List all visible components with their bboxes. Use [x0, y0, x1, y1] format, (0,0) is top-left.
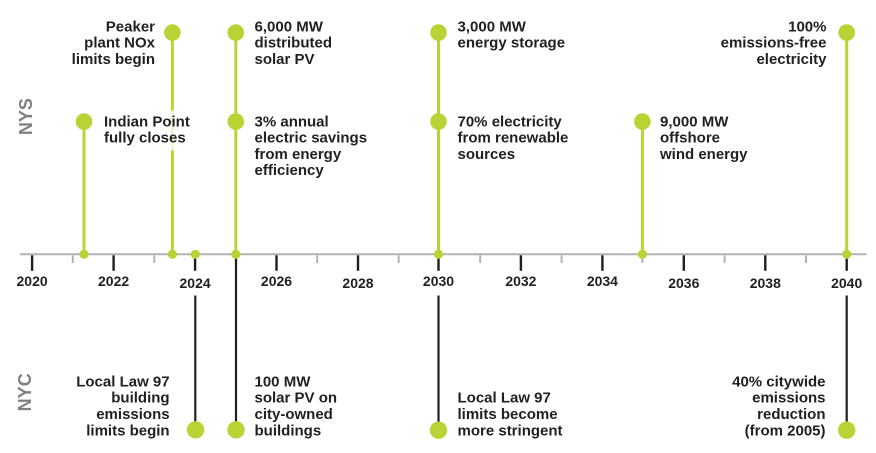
svg-text:2036: 2036 — [668, 275, 699, 291]
svg-text:limits begin: limits begin — [72, 51, 155, 68]
svg-text:9,000 MW: 9,000 MW — [660, 114, 729, 131]
svg-text:Local Law 97: Local Law 97 — [458, 390, 551, 407]
svg-text:2032: 2032 — [505, 273, 536, 289]
svg-text:6,000 MW: 6,000 MW — [255, 19, 324, 36]
svg-text:3% annual: 3% annual — [255, 114, 329, 131]
svg-text:NYC: NYC — [15, 373, 35, 411]
svg-text:solar PV on: solar PV on — [255, 390, 338, 407]
svg-text:2028: 2028 — [342, 275, 373, 291]
svg-text:70% electricity: 70% electricity — [458, 114, 563, 131]
svg-text:2034: 2034 — [587, 273, 618, 289]
svg-text:Local Law 97: Local Law 97 — [76, 373, 169, 390]
svg-text:city-owned: city-owned — [255, 406, 333, 423]
svg-text:efficiency: efficiency — [255, 162, 325, 179]
svg-text:2022: 2022 — [98, 273, 129, 289]
svg-text:emissions: emissions — [752, 390, 825, 407]
svg-text:NYS: NYS — [16, 98, 36, 135]
svg-text:2024: 2024 — [180, 275, 211, 291]
svg-text:2026: 2026 — [261, 273, 292, 289]
svg-text:(from 2005): (from 2005) — [745, 422, 826, 439]
svg-text:solar PV: solar PV — [255, 51, 315, 68]
svg-text:3,000 MW: 3,000 MW — [458, 19, 527, 36]
svg-text:limits begin: limits begin — [86, 422, 169, 439]
svg-text:offshore: offshore — [660, 130, 720, 147]
svg-text:Peaker: Peaker — [106, 19, 155, 36]
svg-text:from renewable: from renewable — [458, 130, 569, 147]
svg-text:100 MW: 100 MW — [255, 373, 312, 390]
svg-text:40% citywide: 40% citywide — [732, 373, 825, 390]
svg-text:2030: 2030 — [423, 273, 454, 289]
svg-text:energy storage: energy storage — [458, 35, 566, 52]
svg-text:plant NOx: plant NOx — [84, 35, 155, 52]
svg-text:more stringent: more stringent — [458, 422, 563, 439]
svg-text:100%: 100% — [788, 19, 826, 36]
svg-text:Indian Point: Indian Point — [104, 114, 190, 131]
svg-text:2040: 2040 — [831, 275, 862, 291]
svg-text:distributed: distributed — [255, 35, 333, 52]
svg-text:electricity: electricity — [756, 51, 827, 68]
svg-text:building: building — [111, 390, 169, 407]
svg-text:limits become: limits become — [458, 406, 558, 423]
svg-text:buildings: buildings — [255, 422, 322, 439]
svg-text:reduction: reduction — [757, 406, 825, 423]
svg-text:sources: sources — [458, 146, 516, 163]
svg-text:2038: 2038 — [750, 275, 781, 291]
svg-text:emissions-free: emissions-free — [721, 35, 827, 52]
svg-text:from energy: from energy — [255, 146, 342, 163]
svg-text:fully closes: fully closes — [104, 130, 186, 147]
svg-text:wind energy: wind energy — [659, 146, 748, 163]
svg-text:electric savings: electric savings — [255, 130, 368, 147]
svg-text:emissions: emissions — [96, 406, 169, 423]
svg-text:2020: 2020 — [17, 273, 48, 289]
